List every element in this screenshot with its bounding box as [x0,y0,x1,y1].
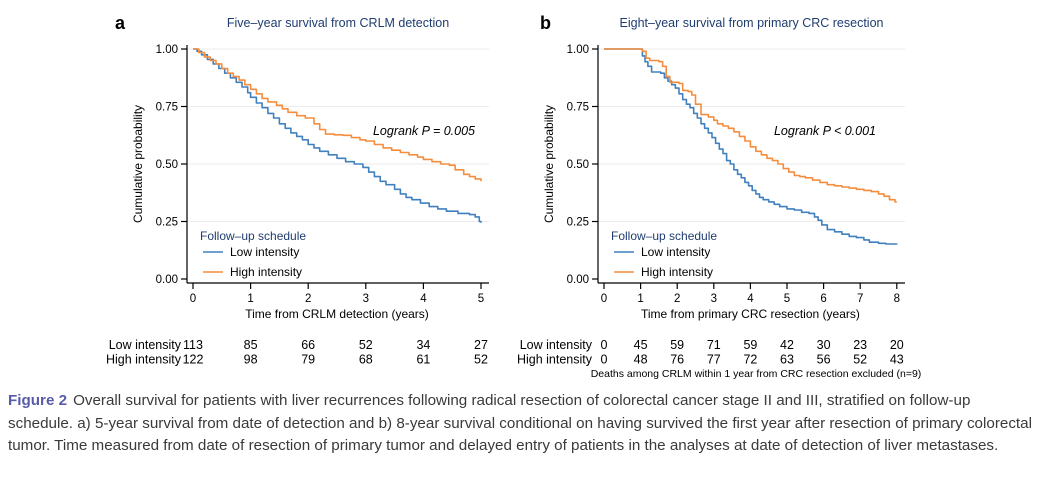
risk-count: 27 [474,338,488,352]
legend-item-label: Low intensity [641,245,710,259]
y-tick-label: 0.25 [567,217,589,229]
x-tick-label: 2 [674,293,680,305]
risk-count: 45 [634,338,648,352]
risk-count: 43 [890,353,904,367]
x-tick-label: 2 [305,293,311,305]
risk-count: 66 [301,338,315,352]
x-tick-label: 6 [820,293,826,305]
x-tick-label: 0 [190,293,196,305]
risk-count: 85 [244,338,258,352]
panel-letter: b [540,13,551,33]
risk-count: 113 [183,338,203,352]
x-tick-label: 3 [363,293,369,305]
x-tick-label: 1 [637,293,643,305]
risk-count: 59 [743,338,757,352]
logrank-annotation: Logrank P < 0.001 [774,124,876,138]
risk-count: 52 [474,353,488,367]
y-tick-label: 0.00 [567,274,589,286]
legend-item-label: High intensity [230,265,302,279]
y-tick-label: 0.50 [156,159,178,171]
risk-count: 79 [301,353,315,367]
legend-item-label: High intensity [641,265,713,279]
risk-table-footnote: Deaths among CRLM within 1 year from CRC… [591,368,922,380]
x-tick-label: 5 [784,293,790,305]
x-axis-title: Time from CRLM detection (years) [245,307,429,321]
risk-row-label: High intensity [106,353,182,367]
legend-item-label: Low intensity [230,245,299,259]
panel-a: a Five–year survival from CRLM detection 0… [106,13,489,367]
x-tick-label: 5 [478,293,484,305]
risk-count: 56 [817,353,831,367]
risk-row-label: High intensity [517,353,593,367]
risk-count: 48 [634,353,648,367]
figure-caption-label: Figure 2 [8,392,68,409]
risk-count: 59 [670,338,684,352]
survival-curve-high-intensity [193,48,482,182]
legend-header: Follow–up schedule [200,229,306,243]
risk-count: 77 [707,353,721,367]
risk-row-label: Low intensity [520,338,593,352]
risk-count: 68 [359,353,373,367]
y-axis-title: Cumulative probability [542,105,556,223]
x-axis-title: Time from primary CRC resection (years) [641,307,860,321]
risk-count: 61 [416,353,430,367]
risk-count: 42 [780,338,794,352]
x-tick-label: 1 [247,293,253,305]
survival-curve-low-intensity [604,48,898,245]
y-tick-label: 0.50 [567,159,589,171]
risk-count: 52 [359,338,373,352]
x-tick-label: 7 [857,293,863,305]
risk-count: 0 [601,338,608,352]
risk-count: 71 [707,338,721,352]
risk-count: 63 [780,353,794,367]
risk-count: 98 [244,353,258,367]
x-tick-label: 4 [420,293,427,305]
risk-row-label: Low intensity [109,338,182,352]
logrank-annotation: Logrank P = 0.005 [373,124,475,138]
panel-title: Five–year survival from CRLM detection [227,16,449,30]
y-tick-label: 0.25 [156,217,178,229]
figure-caption: Figure 2 Overall survival for patients wi… [8,390,1034,458]
legend-header: Follow–up schedule [611,229,717,243]
survival-curve-low-intensity [193,48,482,223]
risk-count: 122 [183,353,204,367]
risk-count: 34 [416,338,430,352]
panel-b: b Eight–year survival from primary CRC re… [517,13,921,380]
risk-count: 0 [601,353,608,367]
figure-caption-text: Overall survival for patients with liver… [8,392,1032,454]
risk-count: 76 [670,353,684,367]
y-tick-label: 0.75 [156,102,178,114]
x-tick-label: 8 [894,293,900,305]
survival-curve-high-intensity [604,48,897,203]
risk-count: 52 [853,353,867,367]
y-tick-label: 1.00 [567,44,589,56]
km-survival-charts: a Five–year survival from CRLM detection 0… [106,13,921,380]
x-tick-label: 3 [711,293,717,305]
risk-count: 23 [853,338,867,352]
risk-count: 30 [817,338,831,352]
y-tick-label: 0.00 [156,274,178,286]
panel-letter: a [115,13,126,33]
y-tick-label: 0.75 [567,102,589,114]
y-tick-label: 1.00 [156,44,178,56]
y-axis-title: Cumulative probability [131,105,145,223]
x-tick-label: 0 [601,293,607,305]
risk-count: 20 [890,338,904,352]
risk-count: 72 [743,353,757,367]
x-tick-label: 4 [747,293,754,305]
panel-title: Eight–year survival from primary CRC res… [620,16,884,30]
